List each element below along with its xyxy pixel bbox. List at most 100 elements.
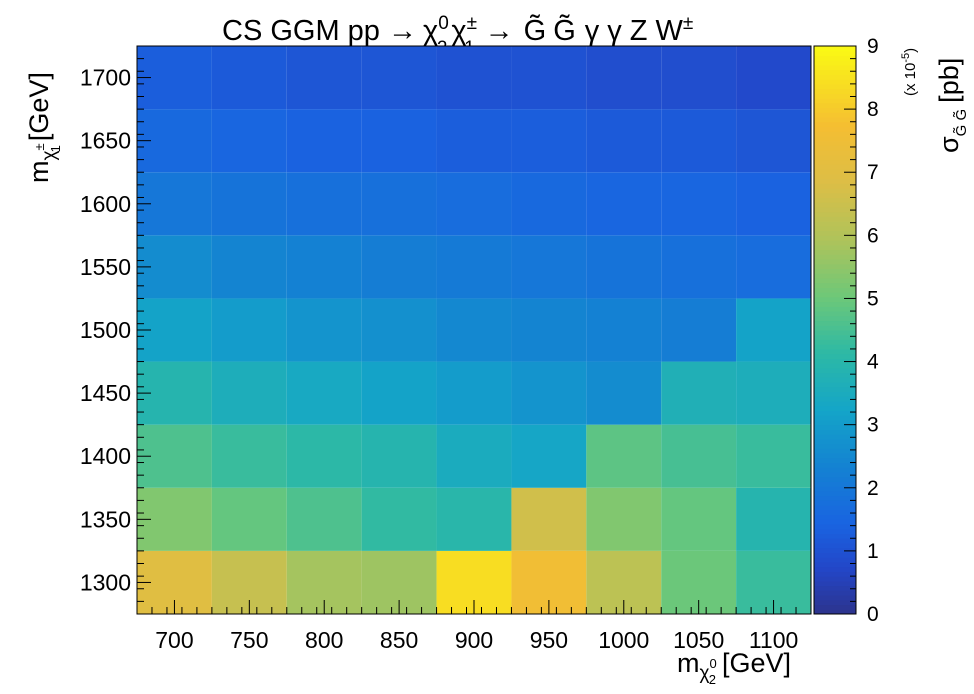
color-scale-band — [814, 220, 856, 227]
heatmap-cell — [736, 361, 811, 425]
heatmap-cell — [286, 109, 362, 173]
color-scale-band — [814, 528, 856, 535]
x-axis-chi-sub: 2 — [709, 672, 716, 687]
title-chi-sup-pm: ± — [467, 13, 477, 34]
color-scale-band — [814, 589, 856, 596]
title-gamma-2: γ — [607, 15, 622, 47]
title-prefix: CS GGM pp — [222, 15, 388, 47]
color-scale-band — [814, 348, 856, 355]
heatmap-cell — [586, 361, 662, 425]
title-gamma-1: γ — [585, 15, 600, 47]
z-tick-label: 6 — [867, 224, 879, 247]
color-scale-band — [814, 533, 856, 539]
title-gravitino-2: G̃ — [553, 14, 576, 47]
z-axis-multiplier: (x 10-5) — [900, 48, 919, 96]
color-scale-band — [814, 594, 856, 601]
color-scale-band — [814, 230, 856, 236]
heatmap-cell — [511, 172, 587, 236]
color-scale-band — [814, 130, 856, 137]
color-scale-band — [814, 362, 856, 369]
heatmap-cell — [586, 424, 662, 488]
color-scale-band — [814, 343, 856, 350]
heatmap-cell — [361, 172, 437, 236]
y-tick-label: 1500 — [80, 317, 131, 343]
heatmap-cell — [586, 109, 662, 173]
heatmap-cell — [211, 235, 287, 299]
color-scale-band — [814, 272, 856, 279]
color-scale-band — [814, 215, 856, 222]
color-scale-band — [814, 125, 856, 132]
color-scale-band — [814, 608, 856, 615]
color-scale-band — [814, 357, 856, 364]
color-scale-band — [814, 291, 856, 298]
heatmap-cell — [361, 298, 437, 362]
color-scale-band — [814, 424, 856, 430]
color-scale-band — [814, 575, 856, 582]
color-scale-band — [814, 88, 856, 94]
x-tick-label: 850 — [380, 627, 418, 653]
color-scale-band — [814, 263, 856, 269]
color-scale-band — [814, 173, 856, 180]
z-axis-title: σG̃ G̃ [pb] — [934, 58, 970, 153]
y-axis-unit: [GeV] — [24, 72, 54, 141]
color-scale-band — [814, 144, 856, 151]
heatmap-cell — [736, 235, 811, 299]
color-scale-band — [814, 338, 856, 345]
color-scale-band — [814, 225, 856, 232]
z-tick-label: 7 — [867, 161, 879, 184]
color-scale-band — [814, 83, 856, 90]
color-scale-band — [814, 551, 856, 558]
color-scale-band — [814, 480, 856, 487]
heatmap-cell — [586, 487, 662, 551]
heatmap-cell — [211, 424, 287, 488]
color-scale-band — [814, 419, 856, 426]
color-scale-band — [814, 523, 856, 530]
y-axis-m: m — [24, 161, 54, 184]
color-scale-band — [814, 163, 856, 170]
color-scale-band — [814, 168, 856, 175]
heatmap-cell — [361, 361, 437, 425]
x-tick-label: 1050 — [673, 627, 724, 653]
color-scale-band — [814, 196, 856, 203]
x-tick-label: 800 — [305, 627, 343, 653]
color-scale-band — [814, 518, 856, 525]
heatmap-cell — [736, 487, 811, 551]
heatmap-cell — [286, 424, 362, 488]
heatmap-cell — [286, 361, 362, 425]
color-scale-band — [814, 476, 856, 482]
color-scale-band — [814, 45, 856, 52]
heatmap-cell — [736, 109, 811, 173]
x-axis-title: mχ0 2 [GeV] — [677, 648, 791, 687]
color-scale-band — [814, 282, 856, 288]
color-scale-band — [814, 499, 856, 506]
color-scale-band — [814, 73, 856, 80]
heatmap-cell — [511, 298, 587, 362]
x-tick-label: 700 — [155, 627, 193, 653]
y-tick-label: 1350 — [80, 506, 131, 532]
color-scale-band — [814, 305, 856, 312]
color-scale-band — [814, 604, 856, 610]
heatmap-cell — [661, 172, 737, 236]
color-scale-band — [814, 466, 856, 473]
color-scale-band — [814, 296, 856, 303]
color-scale-band — [814, 102, 856, 109]
y-tick-label: 1550 — [80, 254, 131, 280]
color-scale: 0 1 2 3 4 5 6 7 8 9 — [813, 35, 879, 626]
heatmap-cells — [137, 46, 811, 614]
z-tick-label: 8 — [867, 98, 879, 121]
z-axis-sigma: σ — [934, 136, 964, 153]
heatmap-cell — [586, 172, 662, 236]
color-scale-band — [814, 547, 856, 553]
x-tick-label: 950 — [530, 627, 568, 653]
color-scale-band — [814, 580, 856, 587]
color-scale-band — [814, 277, 856, 284]
color-scale-band — [814, 381, 856, 388]
color-scale-band — [814, 471, 856, 478]
title-z: Z — [630, 15, 648, 47]
color-scale-band — [814, 405, 856, 411]
color-scale-band — [814, 111, 856, 118]
color-scale-band — [814, 320, 856, 326]
heatmap-cell — [736, 46, 811, 110]
z-tick-label: 3 — [867, 414, 879, 437]
